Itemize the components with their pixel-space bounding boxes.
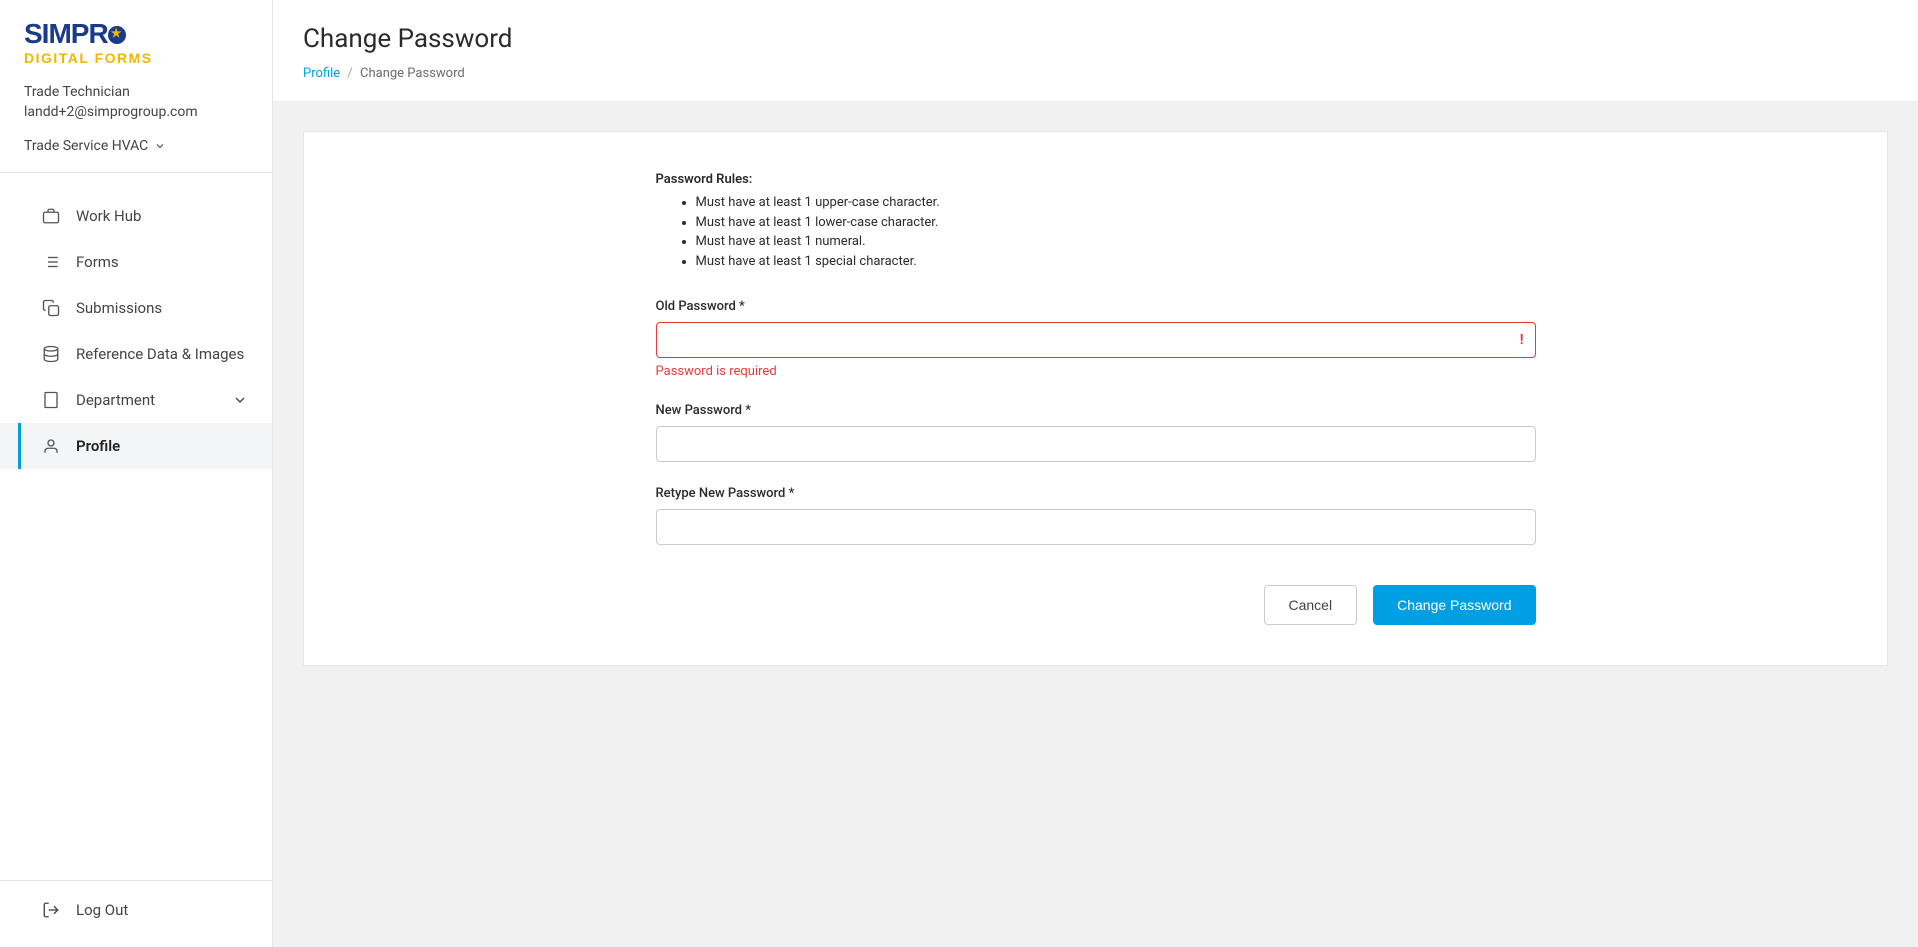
password-rule: Must have at least 1 upper-case characte… <box>696 193 1536 213</box>
form-group-retype-password: Retype New Password * <box>656 486 1536 545</box>
briefcase-icon <box>42 207 60 225</box>
org-selector[interactable]: Trade Service HVAC <box>24 138 248 154</box>
retype-password-label: Retype New Password * <box>656 486 1536 501</box>
form-actions: Cancel Change Password <box>656 585 1536 625</box>
logout-button[interactable]: Log Out <box>42 901 248 919</box>
building-icon <box>42 391 60 409</box>
main: Change Password Profile / Change Passwor… <box>273 0 1918 947</box>
logo[interactable]: SIMPR DIGITAL FORMS <box>24 20 248 66</box>
old-password-error: Password is required <box>656 364 1536 379</box>
sidebar-footer: Log Out <box>0 880 272 947</box>
form-group-old-password: Old Password * ! Password is required <box>656 299 1536 379</box>
sidebar-item-work-hub[interactable]: Work Hub <box>0 193 272 239</box>
chevron-down-icon <box>154 140 166 152</box>
org-name: Trade Service HVAC <box>24 138 148 154</box>
sidebar-item-label: Reference Data & Images <box>76 345 244 363</box>
input-wrap <box>656 509 1536 545</box>
breadcrumb-parent-link[interactable]: Profile <box>303 66 340 81</box>
page-title: Change Password <box>303 24 1888 54</box>
cancel-button[interactable]: Cancel <box>1264 585 1358 625</box>
logout-label: Log Out <box>76 901 128 919</box>
user-icon <box>42 437 60 455</box>
new-password-label: New Password * <box>656 403 1536 418</box>
new-password-input[interactable] <box>656 426 1536 462</box>
breadcrumb: Profile / Change Password <box>303 66 1888 81</box>
gear-icon <box>108 26 126 44</box>
input-wrap <box>656 426 1536 462</box>
input-wrap: ! <box>656 322 1536 358</box>
old-password-input[interactable] <box>656 322 1536 358</box>
password-rule: Must have at least 1 lower-case characte… <box>696 213 1536 233</box>
sidebar-item-forms[interactable]: Forms <box>0 239 272 285</box>
sidebar-item-label: Profile <box>76 437 120 455</box>
logo-text-secondary: DIGITAL FORMS <box>24 50 248 66</box>
page-header: Change Password Profile / Change Passwor… <box>273 0 1918 101</box>
sidebar-item-submissions[interactable]: Submissions <box>0 285 272 331</box>
chevron-down-icon <box>232 392 248 408</box>
nav: Work Hub Forms Submissions Reference Dat… <box>0 173 272 880</box>
sidebar-header: SIMPR DIGITAL FORMS Trade Technician lan… <box>0 0 272 173</box>
sidebar-item-profile[interactable]: Profile <box>0 423 272 469</box>
sidebar-item-label: Submissions <box>76 299 162 317</box>
sidebar: SIMPR DIGITAL FORMS Trade Technician lan… <box>0 0 273 947</box>
user-role: Trade Technician <box>24 84 248 100</box>
list-icon <box>42 253 60 271</box>
error-icon: ! <box>1520 332 1524 348</box>
sidebar-item-department[interactable]: Department <box>0 377 272 423</box>
password-rules-title: Password Rules: <box>656 172 1536 187</box>
content: Password Rules: Must have at least 1 upp… <box>273 101 1918 947</box>
password-rules-list: Must have at least 1 upper-case characte… <box>656 193 1536 271</box>
copy-icon <box>42 299 60 317</box>
form-group-new-password: New Password * <box>656 403 1536 462</box>
change-password-button[interactable]: Change Password <box>1373 585 1535 625</box>
logo-text-primary: SIMPR <box>24 20 248 48</box>
password-rule: Must have at least 1 numeral. <box>696 232 1536 252</box>
logout-icon <box>42 901 60 919</box>
retype-password-input[interactable] <box>656 509 1536 545</box>
sidebar-item-label: Work Hub <box>76 207 141 225</box>
password-card: Password Rules: Must have at least 1 upp… <box>303 131 1888 666</box>
user-email: landd+2@simprogroup.com <box>24 104 248 120</box>
database-icon <box>42 345 60 363</box>
breadcrumb-separator: / <box>347 66 352 81</box>
password-rule: Must have at least 1 special character. <box>696 252 1536 272</box>
old-password-label: Old Password * <box>656 299 1536 314</box>
sidebar-item-reference-data[interactable]: Reference Data & Images <box>0 331 272 377</box>
sidebar-item-label: Forms <box>76 253 119 271</box>
breadcrumb-current: Change Password <box>360 66 465 81</box>
form-wrap: Password Rules: Must have at least 1 upp… <box>646 172 1546 625</box>
sidebar-item-label: Department <box>76 391 155 409</box>
